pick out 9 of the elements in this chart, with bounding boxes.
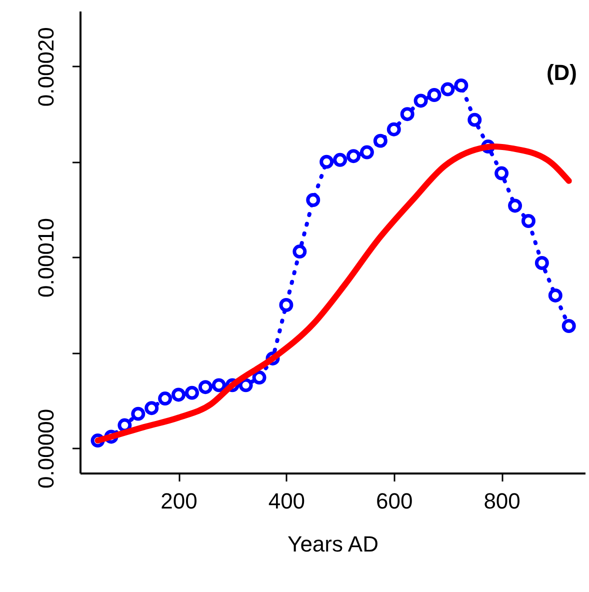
x-tick-label: 400 [268, 488, 306, 514]
y-tick-label: 0.00000 [34, 408, 58, 488]
x-tick-label: 200 [160, 488, 198, 514]
x-tick-label: 800 [484, 488, 520, 514]
y-tick-label: 0.00020 [34, 27, 58, 107]
x-axis-title: Years AD [288, 532, 378, 556]
annotation: (D) [546, 60, 577, 85]
x-tick-label: 600 [376, 488, 413, 514]
y-tick-label: 0.00010 [34, 218, 58, 298]
